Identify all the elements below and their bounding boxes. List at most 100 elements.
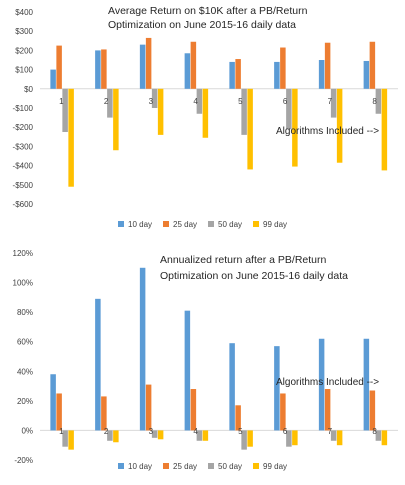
bar-10-day-6: [274, 346, 280, 431]
bar-10-day-4: [184, 310, 191, 431]
bar-10-day-1: [50, 69, 56, 89]
algorithms-annotation: Algorithms Included -->: [276, 377, 379, 388]
bar-99-day-1: [68, 88, 74, 187]
x-tick-label: 8: [372, 97, 377, 106]
y-tick-label: 20%: [17, 397, 33, 406]
bar-25-day-4: [190, 389, 197, 431]
bar-50-day-1: [62, 430, 68, 447]
bar-50-day-5: [241, 430, 247, 450]
bar-10-day-1: [50, 374, 56, 431]
bar-50-day-6: [286, 88, 292, 130]
legend-label: 25 day: [173, 220, 197, 229]
y-tick-label: $200: [15, 46, 33, 55]
legend: 10 day 25 day 50 day 99 day: [118, 462, 287, 471]
y-tick-label: -20%: [14, 456, 33, 465]
y-tick-label: 80%: [17, 308, 33, 317]
x-tick-label: 7: [328, 97, 333, 106]
bar-99-day-6: [292, 88, 298, 167]
x-tick-label: 6: [283, 427, 288, 436]
bar-50-day-8: [375, 430, 382, 441]
algorithms-annotation: Algorithms Included -->: [276, 126, 379, 137]
bar-10-day-5: [229, 61, 235, 89]
bar-99-day-7: [336, 88, 343, 163]
y-tick-label: -$200: [13, 123, 34, 132]
bar-99-day-7: [336, 430, 343, 446]
bar-50-day-2: [107, 430, 113, 441]
legend-swatch: [118, 221, 124, 227]
x-tick-label: 1: [59, 97, 64, 106]
x-tick-label: 5: [238, 427, 243, 436]
bar-25-day-8: [369, 41, 376, 89]
bar-50-day-6: [286, 430, 292, 447]
bar-50-day-4: [196, 88, 203, 114]
bar-25-day-8: [369, 390, 376, 431]
bar-50-day-3: [151, 88, 158, 108]
bar-99-day-5: [247, 430, 253, 447]
bar-99-day-2: [113, 88, 119, 151]
y-tick-label: -$600: [13, 200, 34, 209]
x-tick-label: 1: [59, 427, 64, 436]
average-return-chart: $400 $300 $200 $100 $0 -$100 -$200 -$300 -$400 -$…: [13, 5, 398, 229]
x-tick-label: 3: [149, 427, 154, 436]
bar-10-day-5: [229, 343, 235, 431]
y-tick-label: -$400: [13, 162, 34, 171]
legend-swatch: [208, 463, 214, 469]
bar-10-day-7: [318, 60, 325, 89]
x-tick-label: 6: [283, 97, 288, 106]
legend-swatch: [163, 221, 169, 227]
x-tick-label: 4: [193, 97, 198, 106]
chart-title-line: Optimization on June 2015-16 daily data: [160, 270, 348, 282]
chart-title-line: Annualized return after a PB/Return: [160, 254, 327, 266]
y-tick-label: -$500: [13, 181, 34, 190]
x-tick-label: 3: [149, 97, 154, 106]
bar-25-day-7: [324, 389, 331, 431]
bar-10-day-2: [95, 298, 101, 431]
bar-50-day-8: [375, 88, 382, 114]
x-tick-label: 8: [372, 427, 377, 436]
bar-99-day-4: [202, 88, 209, 138]
y-axis-ticks: $400 $300 $200 $100 $0 -$100 -$200 -$300 -$400 -$…: [13, 8, 34, 209]
legend-swatch: [208, 221, 214, 227]
bar-10-day-2: [95, 50, 101, 89]
bars: [50, 37, 388, 187]
bar-10-day-7: [318, 338, 325, 431]
bar-99-day-6: [292, 430, 298, 446]
y-tick-label: $0: [24, 85, 33, 94]
y-tick-label: 0%: [21, 426, 33, 435]
bar-50-day-5: [241, 88, 247, 135]
x-tick-label: 5: [238, 97, 243, 106]
x-tick-label: 2: [104, 97, 109, 106]
y-tick-label: -$300: [13, 142, 34, 151]
y-tick-label: 120%: [13, 249, 33, 258]
chart-title-line: Average Return on $10K after a PB/Return: [108, 5, 308, 17]
bar-10-day-4: [184, 53, 191, 89]
bar-10-day-6: [274, 61, 280, 89]
x-tick-label: 4: [193, 427, 198, 436]
bar-10-day-3: [139, 44, 146, 89]
legend-swatch: [253, 463, 259, 469]
y-tick-label: $300: [15, 27, 33, 36]
bar-25-day-5: [235, 59, 241, 89]
bar-99-day-8: [381, 88, 388, 171]
bar-50-day-7: [330, 430, 337, 441]
x-tick-label: 7: [328, 427, 333, 436]
bar-99-day-8: [381, 430, 388, 446]
bar-25-day-6: [280, 393, 286, 431]
bar-99-day-2: [113, 430, 119, 443]
y-tick-label: 100%: [13, 279, 33, 288]
bar-25-day-6: [280, 47, 286, 89]
bar-25-day-1: [56, 45, 62, 89]
legend-label: 25 day: [173, 462, 197, 471]
bar-10-day-3: [139, 267, 146, 431]
bar-99-day-3: [157, 88, 164, 135]
bar-50-day-7: [330, 88, 337, 118]
legend-label: 50 day: [218, 220, 242, 229]
legend-swatch: [163, 463, 169, 469]
legend-swatch: [253, 221, 259, 227]
bar-50-day-3: [151, 430, 158, 438]
x-tick-label: 2: [104, 427, 109, 436]
bar-50-day-4: [196, 430, 203, 441]
bar-99-day-4: [202, 430, 209, 441]
y-axis-ticks: 120% 100% 80% 60% 40% 20% 0% -20%: [13, 249, 33, 465]
